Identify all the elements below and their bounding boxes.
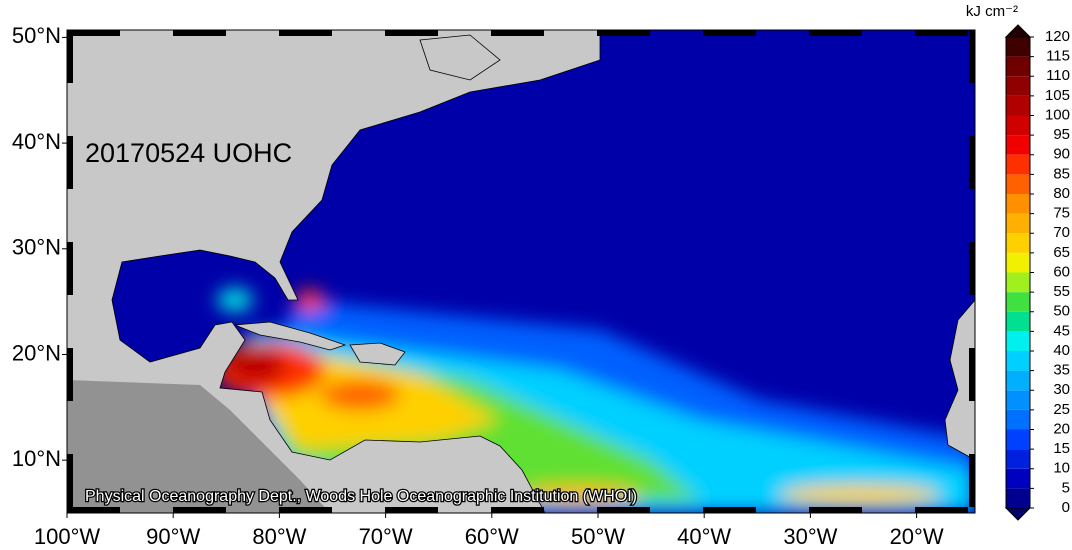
credit: Physical Oceanography Dept., Woods Hole … [85,488,637,505]
colorbar-label: 35 [1053,362,1070,379]
colorbar-unit: kJ cm⁻² [966,3,1018,20]
lat-tick-label: 50°N [12,23,61,48]
newfoundland [419,34,501,81]
map-title: 20170524 UOHC [85,138,292,168]
colorbar-segment [1006,213,1030,234]
colorbar-segment [1006,233,1030,253]
colorbar-label: 10 [1053,460,1070,477]
colorbar-segment [1006,331,1030,351]
colorbar-label: 90 [1053,146,1070,163]
colorbar-segment [1006,468,1030,489]
colorbar-label: 15 [1053,440,1070,457]
colorbar-segment [1006,370,1030,391]
colorbar-segment [1006,37,1030,57]
colorbar-over [1004,24,1032,38]
colorbar-label: 50 [1053,303,1070,320]
hispaniola [349,342,406,366]
colorbar-segment [1006,292,1030,312]
lon-tick-label: 60°W [465,524,519,549]
colorbar-label: 80 [1053,185,1070,202]
lon-tick-label: 70°W [359,524,413,549]
colorbar-segment [1006,351,1030,371]
colorbar-segment [1006,76,1030,96]
colorbar-label: 95 [1053,126,1070,143]
colorbar-segment [1006,488,1030,508]
colorbar-segment [1006,429,1030,450]
colorbar-segment [1006,409,1030,430]
lon-tick-label: 90°W [146,524,200,549]
colorbar-label: 45 [1053,322,1070,339]
pacific [67,380,330,513]
colorbar-segment [1006,252,1030,273]
colorbar-segment [1006,135,1030,155]
colorbar-label: 70 [1053,224,1070,241]
colorbar-label: 110 [1046,67,1070,84]
colorbar-under [1004,507,1032,521]
colorbar-label: 120 [1045,28,1070,45]
lat-tick-label: 20°N [12,340,61,365]
colorbar-label: 65 [1053,244,1070,261]
colorbar-label: 0 [1062,499,1070,516]
lat-tick-label: 10°N [12,446,61,471]
colorbar-segment [1006,56,1030,77]
lon-tick-label: 40°W [677,524,731,549]
colorbar-label: 25 [1053,401,1070,418]
colorbar-segment [1006,115,1030,136]
colorbar-label: 40 [1053,342,1070,359]
colorbar-segment [1006,174,1030,194]
colorbar-label: 100 [1045,106,1070,123]
colorbar-segment [1006,449,1030,469]
lon-tick-label: 100°W [34,524,101,549]
colorbar-label: 60 [1053,263,1070,280]
colorbar-segment [1006,95,1030,116]
colorbar-segment [1006,390,1030,410]
colorbar-label: 85 [1053,165,1070,182]
colorbar-segment [1006,154,1030,175]
colorbar-label: 75 [1053,205,1070,222]
lon-tick-label: 80°W [252,524,306,549]
colorbar-segment [1006,311,1030,332]
frame-border [67,30,975,513]
colorbar-label: 55 [1053,283,1070,300]
colorbar-label: 115 [1046,48,1070,65]
colorbar-label: 105 [1045,87,1070,104]
lat-tick-label: 30°N [12,235,61,260]
colorbar-segment [1006,272,1030,293]
map-area: 20170524 UOHC Physical Oceanography Dept… [67,30,975,513]
colorbar-segment [1006,194,1030,214]
lon-tick-label: 20°W [890,524,944,549]
lon-tick-label: 50°W [571,524,625,549]
lat-tick-label: 40°N [12,129,61,154]
lon-tick-label: 30°W [783,524,837,549]
cuba [234,321,347,351]
colorbar-label: 5 [1062,479,1070,496]
colorbar-label: 30 [1053,381,1070,398]
colorbar-label: 20 [1053,420,1070,437]
